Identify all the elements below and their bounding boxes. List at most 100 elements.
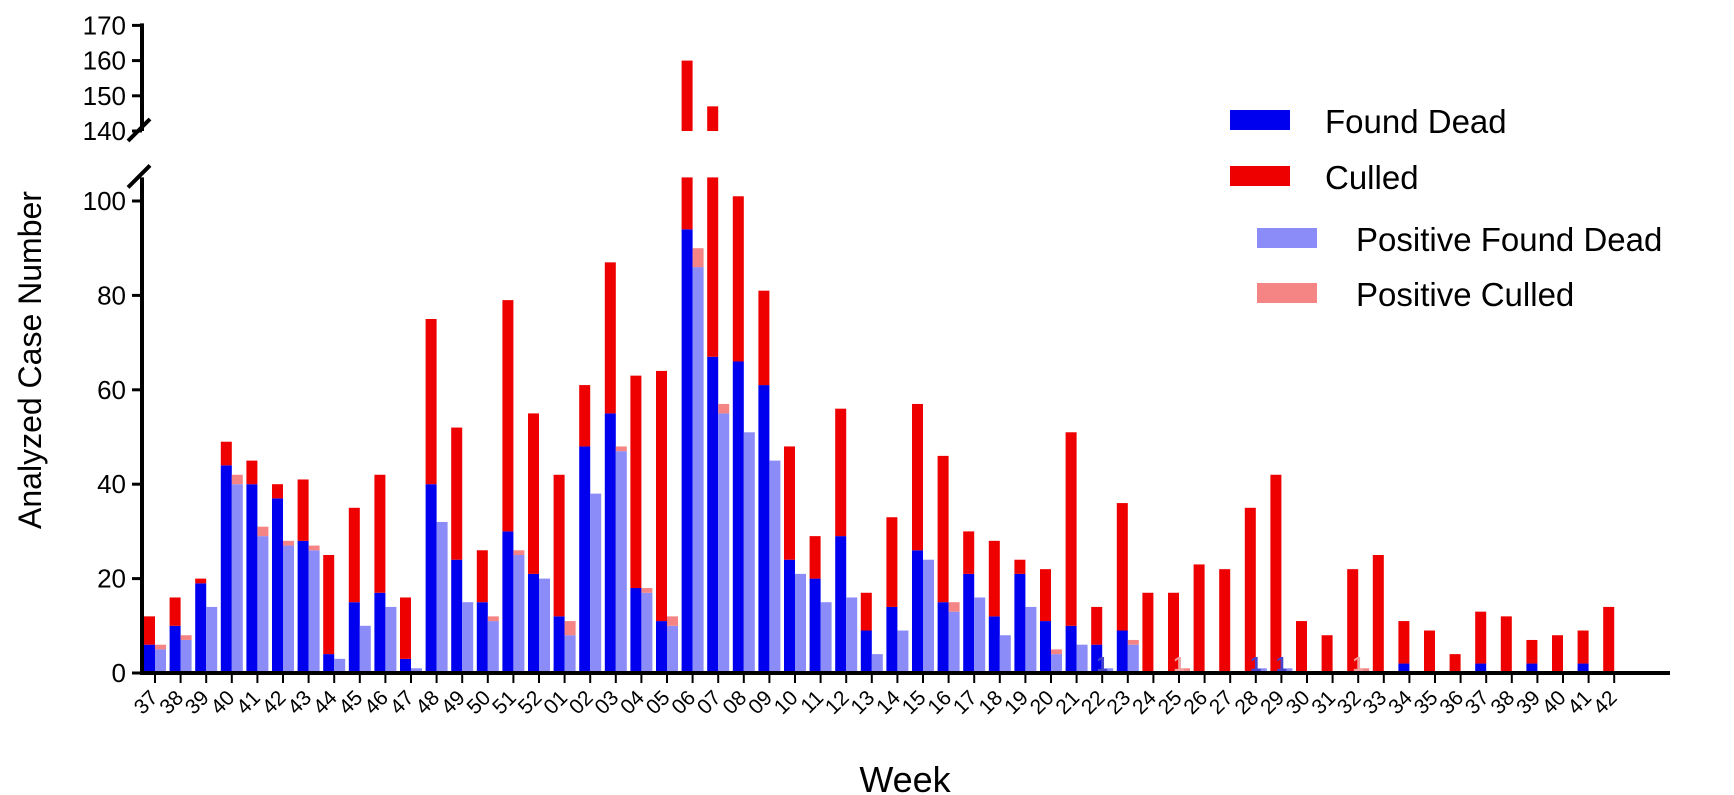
bar-culled bbox=[1014, 559, 1026, 574]
bar-found-dead bbox=[451, 559, 463, 673]
bar-found-dead bbox=[937, 602, 949, 673]
bar-positive-found-dead bbox=[948, 611, 960, 673]
bar-culled bbox=[1065, 432, 1077, 626]
bar-culled bbox=[502, 300, 514, 532]
bar-positive-culled bbox=[180, 635, 192, 640]
bar-found-dead bbox=[860, 630, 872, 673]
bar-found-dead bbox=[604, 413, 616, 673]
bar-positive-found-dead bbox=[820, 602, 832, 673]
bar-culled bbox=[528, 413, 539, 574]
bar-culled bbox=[784, 446, 795, 560]
legend-swatch-positive-culled bbox=[1257, 283, 1317, 303]
bar-positive-culled bbox=[308, 545, 320, 551]
bar-found-dead bbox=[169, 625, 181, 673]
bar-positive-culled bbox=[513, 550, 525, 555]
bar-culled bbox=[1040, 569, 1051, 622]
bar-positive-found-dead bbox=[155, 649, 166, 673]
bar-positive-found-dead bbox=[462, 602, 474, 673]
bar-positive-found-dead bbox=[590, 493, 602, 673]
bar-value-label: 1 bbox=[1353, 654, 1364, 676]
bar-culled bbox=[246, 460, 258, 485]
bar-positive-found-dead bbox=[283, 545, 294, 673]
bar-culled bbox=[681, 177, 693, 230]
bar-culled bbox=[476, 550, 488, 603]
bar-value-label: 1 bbox=[1276, 654, 1287, 676]
bar-found-dead bbox=[912, 550, 923, 673]
bar-culled bbox=[400, 597, 411, 659]
bar-culled bbox=[758, 290, 770, 386]
bar-culled bbox=[374, 474, 386, 593]
bar-positive-found-dead bbox=[974, 597, 986, 673]
bar-culled bbox=[1142, 592, 1154, 673]
bar-culled bbox=[1193, 564, 1205, 673]
bar-culled bbox=[425, 319, 437, 485]
bar-positive-found-dead bbox=[871, 654, 883, 673]
bar-positive-found-dead bbox=[359, 625, 371, 673]
bar-found-dead bbox=[963, 573, 975, 673]
bar-found-dead bbox=[502, 531, 514, 673]
bar-found-dead bbox=[348, 602, 360, 673]
bar-positive-culled bbox=[487, 616, 499, 622]
bar-found-dead bbox=[784, 559, 795, 673]
bar-culled bbox=[1116, 503, 1128, 631]
bar-positive-found-dead bbox=[206, 606, 218, 673]
x-tick-label: 42 bbox=[1589, 686, 1622, 719]
bar-positive-found-dead bbox=[769, 460, 781, 673]
bar-culled bbox=[656, 370, 667, 622]
y-tick-label: 160 bbox=[83, 46, 126, 76]
bar-positive-found-dead bbox=[539, 578, 550, 673]
bar-positive-found-dead bbox=[1127, 644, 1139, 673]
bar-positive-found-dead bbox=[1025, 606, 1037, 673]
bar-found-dead bbox=[1065, 625, 1077, 673]
bar-positive-culled bbox=[718, 403, 730, 414]
bar-positive-found-dead bbox=[411, 668, 422, 673]
bar-culled bbox=[835, 408, 847, 537]
bar-culled bbox=[1526, 639, 1538, 664]
bar-found-dead bbox=[732, 361, 744, 673]
y-axis-break-mark-lower bbox=[126, 163, 152, 189]
y-tick-label: 0 bbox=[112, 658, 126, 688]
bar-found-dead bbox=[195, 583, 207, 673]
bar-value-label: 1 bbox=[1250, 654, 1261, 676]
legend-label-positive-culled: Positive Culled bbox=[1356, 276, 1574, 313]
bar-found-dead bbox=[809, 578, 821, 673]
y-axis-title: Analyzed Case Number bbox=[12, 191, 48, 529]
bar-positive-found-dead bbox=[897, 630, 909, 673]
bar-culled bbox=[604, 262, 616, 414]
bar-positive-found-dead bbox=[692, 267, 704, 673]
bar-found-dead bbox=[886, 606, 898, 673]
bar-positive-found-dead bbox=[564, 635, 576, 673]
bar-positive-found-dead bbox=[1051, 654, 1062, 673]
bar-positive-found-dead bbox=[513, 555, 525, 673]
bar-culled bbox=[297, 479, 309, 541]
legend-swatch-positive-found-dead bbox=[1257, 228, 1317, 248]
bar-found-dead bbox=[758, 385, 770, 673]
bar-found-dead bbox=[220, 465, 232, 673]
bar-positive-culled bbox=[641, 588, 653, 593]
bar-culled bbox=[579, 385, 591, 447]
bar-culled bbox=[1168, 592, 1179, 673]
bar-positive-culled bbox=[1358, 668, 1370, 673]
bar-culled bbox=[1296, 621, 1307, 673]
bar-positive-culled bbox=[692, 248, 704, 268]
bar-culled bbox=[1398, 621, 1410, 664]
legend-label-positive-found-dead: Positive Found Dead bbox=[1356, 221, 1662, 258]
bar-positive-culled bbox=[283, 540, 294, 546]
bar-culled bbox=[553, 474, 565, 617]
bar-found-dead bbox=[425, 484, 437, 673]
bar-culled bbox=[1244, 507, 1256, 673]
bar-positive-culled bbox=[1179, 668, 1190, 673]
bar-value-label: 1 bbox=[1173, 654, 1184, 676]
bar-found-dead bbox=[1475, 663, 1487, 673]
bar-found-dead bbox=[476, 602, 488, 673]
bar-culled bbox=[272, 484, 283, 499]
bar-value-label: 1 bbox=[1097, 654, 1108, 676]
bar-culled bbox=[732, 196, 744, 362]
bar-culled bbox=[348, 507, 360, 603]
bar-culled bbox=[1321, 635, 1333, 673]
bar-culled bbox=[195, 578, 207, 584]
bar-positive-culled bbox=[1127, 639, 1139, 645]
bar-positive-culled bbox=[257, 526, 269, 537]
legend-swatch-found-dead bbox=[1230, 110, 1290, 130]
bar-culled bbox=[1500, 616, 1512, 673]
